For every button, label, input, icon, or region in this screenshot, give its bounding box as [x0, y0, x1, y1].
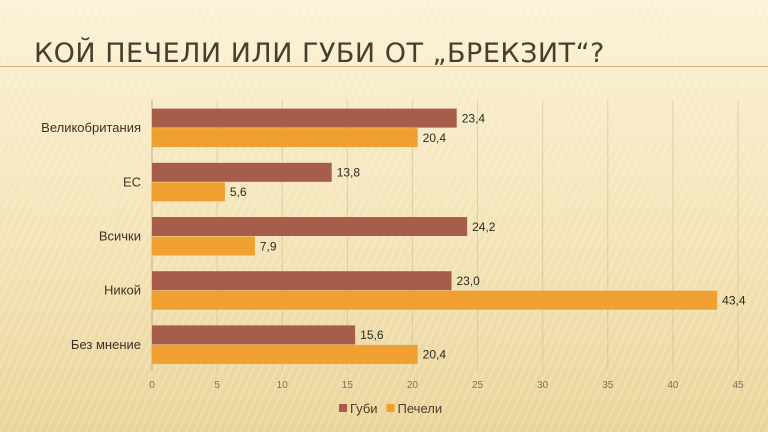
data-label: 13,8: [337, 166, 361, 180]
bar-gubi: [152, 325, 356, 345]
bar-gubi: [152, 217, 468, 236]
legend-swatch-gubi: [339, 404, 347, 412]
bar-gubi: [152, 108, 457, 128]
bar-pecheli: [152, 182, 225, 202]
data-label: 43,4: [722, 293, 746, 307]
x-tick-label: 0: [149, 380, 155, 391]
bar-pecheli: [152, 236, 255, 256]
x-tick-label: 25: [472, 380, 484, 391]
category-label: ЕС: [123, 174, 141, 189]
title-divider: [0, 66, 768, 67]
data-label: 24,2: [472, 220, 496, 234]
legend-label-pecheli: Печели: [398, 401, 443, 416]
x-tick-label: 45: [732, 380, 744, 391]
category-label: Без мнение: [71, 337, 141, 352]
x-tick-label: 35: [602, 380, 614, 391]
x-tick-label: 5: [214, 380, 220, 391]
legend-swatch-pecheli: [386, 404, 395, 412]
data-label: 5,6: [230, 185, 247, 199]
category-label: Великобритания: [41, 120, 141, 135]
x-tick-label: 40: [667, 380, 679, 391]
data-label: 23,0: [457, 274, 481, 288]
x-tick-label: 10: [277, 380, 289, 391]
data-label: 20,4: [423, 348, 447, 362]
data-label: 15,6: [360, 328, 384, 342]
x-tick-label: 15: [342, 380, 354, 391]
category-label: Всички: [99, 229, 141, 244]
category-label: Никой: [104, 283, 141, 298]
bar-gubi: [152, 271, 452, 291]
x-tick-label: 20: [407, 380, 419, 391]
bar-pecheli: [152, 344, 418, 364]
legend-label-gubi: Губи: [350, 401, 378, 416]
data-label: 20,4: [423, 131, 447, 145]
x-tick-label: 30: [537, 380, 549, 391]
bar-gubi: [152, 162, 332, 182]
page-title: КОЙ ПЕЧЕЛИ ИЛИ ГУБИ ОТ „БРЕКЗИТ“?: [34, 38, 605, 69]
bar-pecheli: [152, 290, 718, 310]
bar-pecheli: [152, 128, 418, 148]
data-label: 23,4: [462, 111, 486, 125]
data-label: 7,9: [260, 239, 277, 253]
